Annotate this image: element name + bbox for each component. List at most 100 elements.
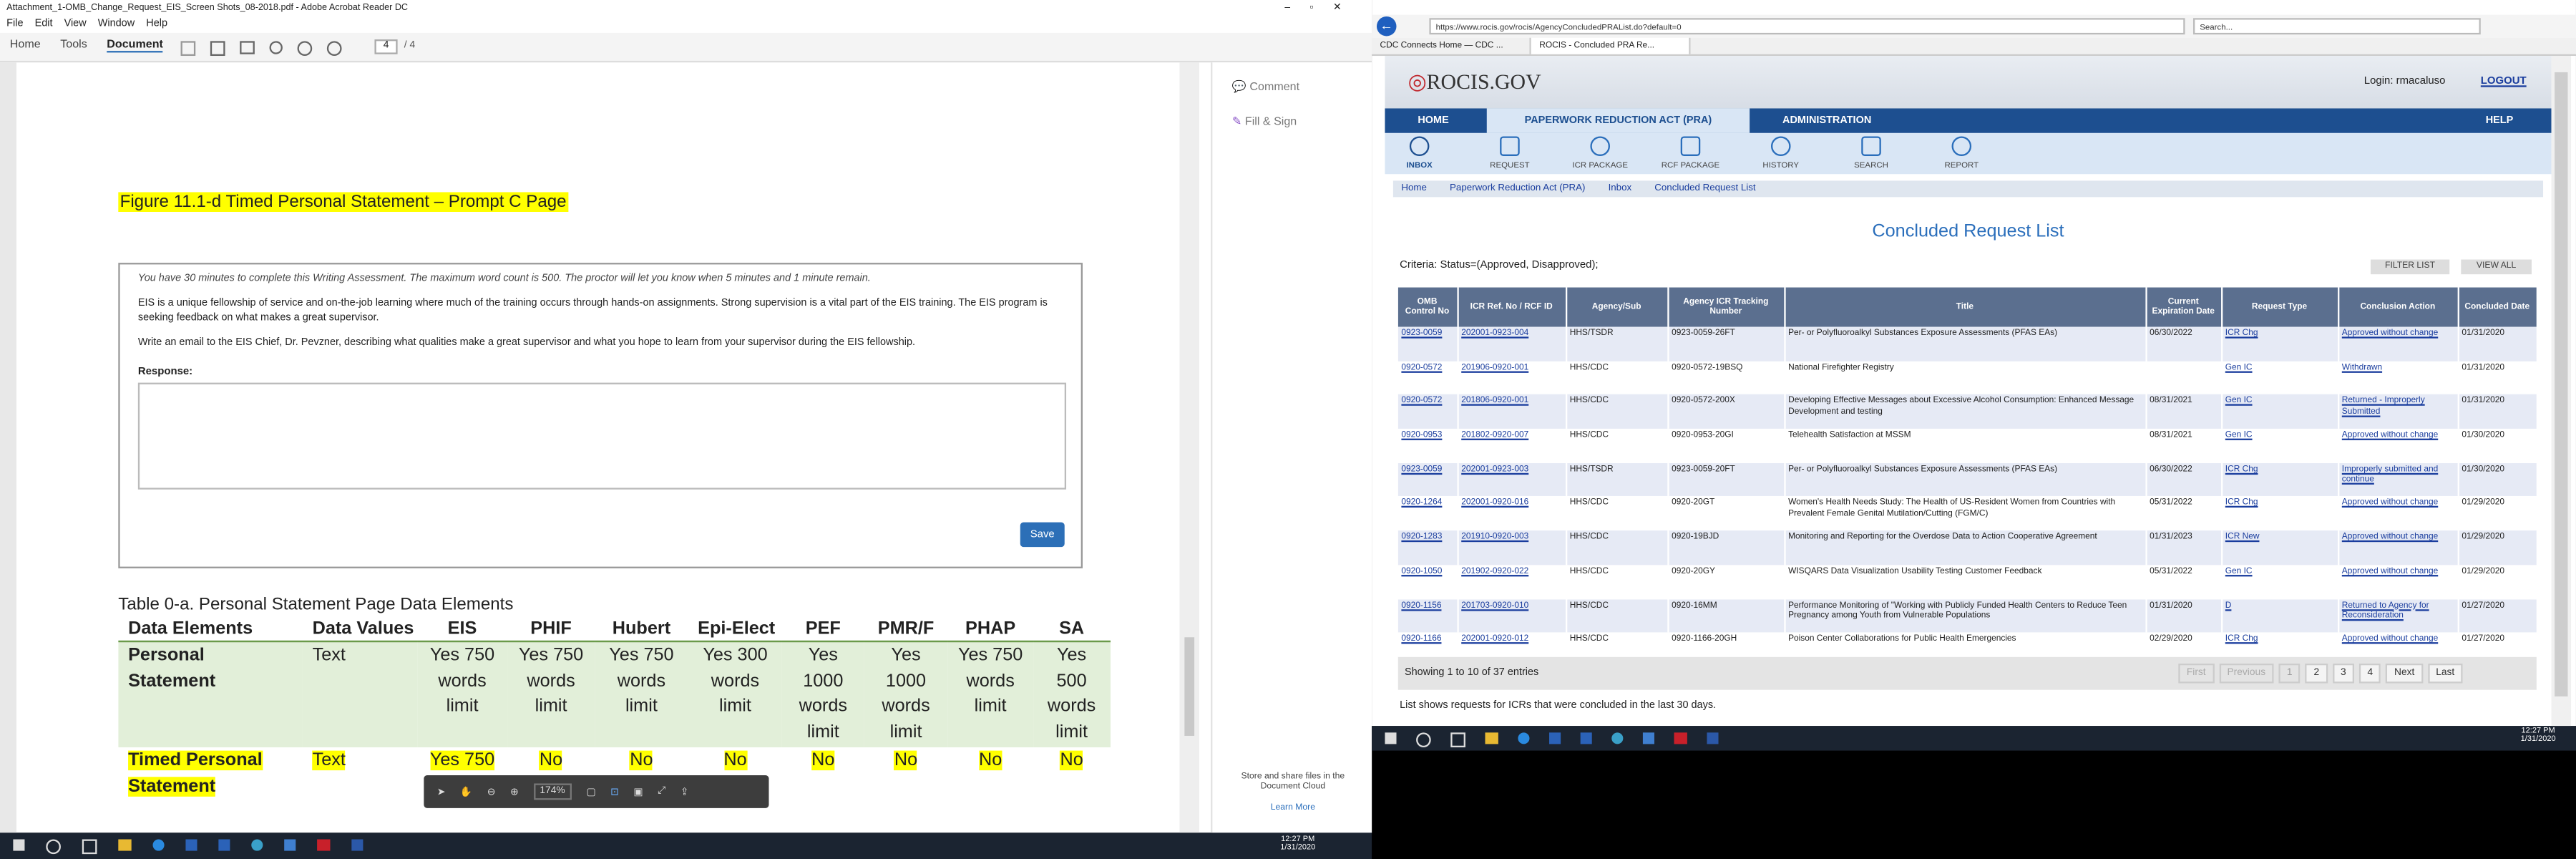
- fill-sign-tool[interactable]: ✎ Fill & Sign: [1231, 116, 1297, 128]
- sub-nav-item[interactable]: SEARCH: [1847, 136, 1896, 171]
- link[interactable]: 201902-0920-022: [1461, 566, 1529, 576]
- save-button[interactable]: Save: [1020, 522, 1065, 548]
- link[interactable]: 202001-0923-004: [1461, 328, 1529, 339]
- link[interactable]: 201806-0920-001: [1461, 396, 1529, 407]
- browser-tab[interactable]: CDC Connects Home — CDC ...: [1372, 37, 1531, 54]
- link[interactable]: 0923-0059: [1401, 328, 1443, 339]
- link[interactable]: 201906-0920-001: [1461, 362, 1529, 373]
- page-button[interactable]: 3: [2332, 663, 2355, 684]
- nav-item[interactable]: HELP: [2485, 115, 2514, 127]
- link[interactable]: 0920-0572: [1401, 362, 1443, 373]
- link[interactable]: 0920-1264: [1401, 498, 1443, 509]
- page-button[interactable]: 4: [2359, 663, 2381, 684]
- link[interactable]: 202001-0923-003: [1461, 464, 1529, 475]
- link[interactable]: 0920-1050: [1401, 566, 1443, 576]
- breadcrumb-item[interactable]: Inbox: [1608, 183, 1632, 193]
- view-all-button[interactable]: VIEW ALL: [2461, 259, 2532, 275]
- zoom-level[interactable]: 174%: [533, 783, 572, 800]
- page-button[interactable]: Last: [2427, 663, 2463, 684]
- breadcrumb-item[interactable]: Paperwork Reduction Act (PRA): [1450, 183, 1586, 193]
- sub-nav-item[interactable]: RCF PACKAGE: [1662, 136, 1719, 171]
- window-controls[interactable]: –▫✕: [1284, 3, 1362, 14]
- link[interactable]: 202001-0920-012: [1461, 634, 1529, 644]
- link[interactable]: 0920-0953: [1401, 430, 1443, 441]
- link[interactable]: 0923-0059: [1401, 464, 1443, 475]
- page-button[interactable]: First: [2178, 663, 2215, 684]
- link[interactable]: Withdrawn: [2341, 362, 2383, 373]
- column-header[interactable]: Request Type: [2221, 287, 2339, 327]
- sub-nav-item[interactable]: REQUEST: [1485, 136, 1534, 171]
- filter-button[interactable]: FILTER LIST: [2370, 259, 2450, 275]
- logout[interactable]: LOGOUT: [2480, 75, 2527, 87]
- menu-item[interactable]: File: [6, 18, 24, 30]
- page-button[interactable]: 2: [2305, 663, 2328, 684]
- page-number[interactable]: 4: [374, 39, 398, 54]
- link[interactable]: Returned to Agency for Reconsideration: [2341, 600, 2429, 621]
- menu-item[interactable]: View: [64, 18, 87, 30]
- link[interactable]: Gen IC: [2225, 362, 2253, 373]
- link[interactable]: 0920-0572: [1401, 396, 1443, 407]
- column-header[interactable]: ICR Ref. No / RCF ID: [1457, 287, 1567, 327]
- link[interactable]: ICR Chg: [2225, 464, 2258, 475]
- tab[interactable]: Tools: [60, 39, 87, 52]
- site-logo[interactable]: ◎ROCIS.GOV: [1407, 69, 1541, 94]
- link[interactable]: 0920-1166: [1401, 634, 1442, 644]
- link[interactable]: ICR Chg: [2225, 498, 2258, 509]
- link[interactable]: 0920-1156: [1401, 600, 1442, 611]
- scrollbar[interactable]: [1179, 62, 1200, 833]
- link[interactable]: Approved without change: [2341, 328, 2439, 339]
- search-box[interactable]: Search...: [2193, 18, 2481, 35]
- link[interactable]: Returned - Improperly Submitted: [2341, 396, 2425, 417]
- link[interactable]: 0920-1283: [1401, 532, 1443, 543]
- nav-item[interactable]: HOME: [1418, 115, 1449, 127]
- tab[interactable]: Home: [9, 39, 41, 52]
- column-header[interactable]: Agency ICR Tracking Number: [1667, 287, 1785, 327]
- link[interactable]: Improperly submitted and continue: [2341, 464, 2439, 485]
- browser-tab[interactable]: ROCIS - Concluded PRA Re...: [1531, 37, 1691, 54]
- link[interactable]: ICR Chg: [2225, 328, 2258, 339]
- link[interactable]: 201802-0920-007: [1461, 430, 1529, 441]
- link[interactable]: Approved without change: [2341, 498, 2439, 509]
- page-button[interactable]: 1: [2278, 663, 2301, 684]
- link[interactable]: Approved without change: [2341, 430, 2439, 441]
- column-header[interactable]: Conclusion Action: [2338, 287, 2459, 327]
- link[interactable]: Approved without change: [2341, 634, 2439, 644]
- link[interactable]: ICR Chg: [2225, 634, 2258, 644]
- breadcrumb-item[interactable]: Concluded Request List: [1654, 183, 1756, 193]
- page-button[interactable]: Previous: [2219, 663, 2274, 684]
- link[interactable]: 201910-0920-003: [1461, 532, 1529, 543]
- link[interactable]: ICR New: [2225, 532, 2260, 543]
- link[interactable]: Gen IC: [2225, 566, 2253, 576]
- sub-nav-item[interactable]: REPORT: [1937, 136, 1986, 171]
- column-header[interactable]: Concluded Date: [2457, 287, 2537, 327]
- link[interactable]: Gen IC: [2225, 396, 2253, 407]
- menu-item[interactable]: Edit: [34, 18, 53, 30]
- tab[interactable]: Document: [107, 39, 163, 53]
- sub-nav-item[interactable]: HISTORY: [1756, 136, 1805, 171]
- column-header[interactable]: Title: [1784, 287, 2147, 327]
- link[interactable]: Approved without change: [2341, 532, 2439, 543]
- column-header[interactable]: OMB Control No: [1397, 287, 1458, 327]
- column-header[interactable]: Current Expiration Date: [2145, 287, 2223, 327]
- back-button[interactable]: ←: [1376, 16, 1397, 37]
- link[interactable]: D: [2225, 600, 2232, 611]
- response-textarea[interactable]: [137, 382, 1067, 490]
- menu-item[interactable]: Window: [97, 18, 135, 30]
- link[interactable]: Approved without change: [2341, 566, 2439, 576]
- sub-nav-item[interactable]: ICR PACKAGE: [1572, 136, 1628, 171]
- menu-item[interactable]: Help: [146, 18, 168, 30]
- link[interactable]: 202001-0920-016: [1461, 498, 1529, 509]
- nav-item[interactable]: ADMINISTRATION: [1782, 115, 1872, 127]
- breadcrumb-item[interactable]: Home: [1401, 183, 1427, 193]
- column-header[interactable]: Agency/Sub: [1565, 287, 1669, 327]
- link[interactable]: 201703-0920-010: [1461, 600, 1529, 611]
- browser-scrollbar[interactable]: [2551, 56, 2572, 727]
- table-cell: 05/31/2022: [2145, 564, 2223, 599]
- comment-tool[interactable]: 💬 Comment: [1231, 82, 1300, 94]
- address-bar[interactable]: https://www.rocis.gov/rocis/AgencyConclu…: [1429, 18, 2185, 35]
- learn-more[interactable]: Learn More: [1270, 803, 1315, 813]
- link[interactable]: Gen IC: [2225, 430, 2253, 441]
- page-button[interactable]: Next: [2386, 663, 2423, 684]
- nav-item[interactable]: PAPERWORK REDUCTION ACT (PRA): [1486, 108, 1750, 133]
- sub-nav-item[interactable]: INBOX: [1395, 136, 1444, 171]
